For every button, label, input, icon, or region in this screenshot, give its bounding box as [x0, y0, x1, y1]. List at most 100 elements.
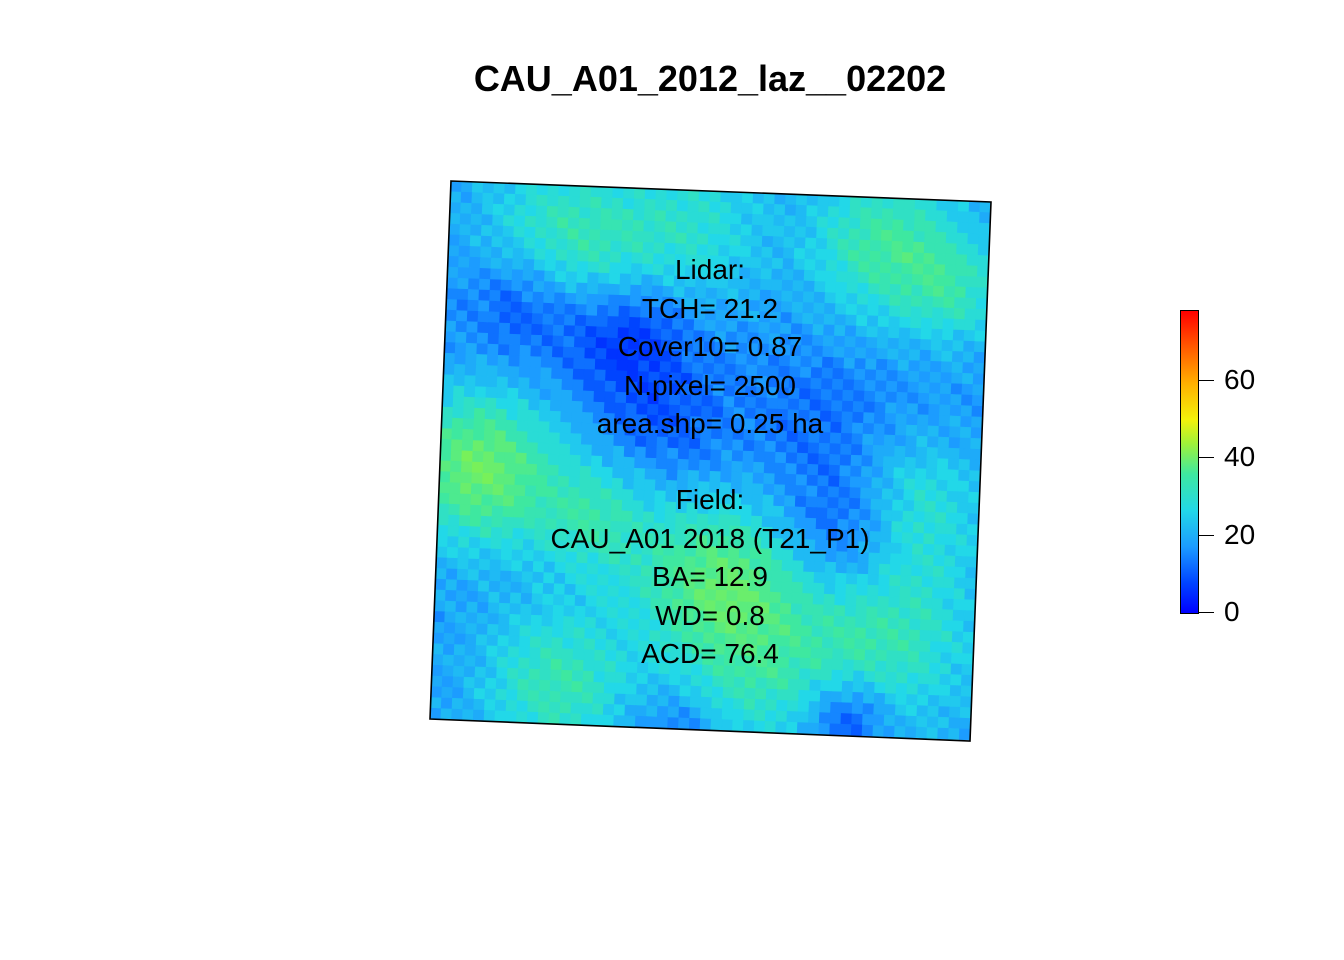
raster-cell	[493, 451, 506, 464]
raster-cell	[751, 213, 764, 226]
raster-cell	[686, 232, 699, 245]
raster-cell	[439, 449, 452, 462]
raster-cell	[743, 709, 756, 722]
raster-cell	[444, 320, 457, 333]
raster-cell	[547, 453, 560, 466]
raster-cell	[480, 235, 493, 248]
raster-cell	[936, 199, 949, 212]
raster-cell	[933, 544, 946, 557]
raster-cell	[679, 685, 692, 698]
raster-cell	[493, 182, 506, 195]
raster-cell	[526, 711, 539, 724]
raster-cell	[547, 464, 560, 477]
raster-cell	[881, 208, 894, 221]
raster-cell	[460, 472, 473, 484]
raster-cell	[438, 481, 451, 494]
raster-cell	[493, 193, 505, 205]
raster-cell	[892, 208, 905, 221]
raster-cell	[794, 237, 807, 250]
raster-cell	[451, 697, 464, 710]
raster-cell	[460, 461, 473, 474]
raster-cell	[939, 663, 952, 675]
raster-cell	[937, 447, 950, 460]
raster-cell	[538, 679, 551, 692]
raster-cell	[742, 720, 755, 732]
raster-cell	[547, 184, 560, 197]
raster-cell	[913, 230, 926, 243]
raster-cell	[826, 238, 839, 251]
raster-cell	[787, 678, 800, 691]
raster-cell	[913, 220, 926, 233]
raster-cell	[677, 448, 690, 461]
raster-cell	[513, 226, 526, 239]
raster-cell	[447, 255, 460, 268]
raster-cell	[435, 568, 448, 580]
raster-cell	[516, 689, 529, 702]
raster-cell	[433, 621, 445, 634]
raster-cell	[708, 212, 721, 225]
raster-cell	[435, 557, 448, 570]
raster-cell	[966, 534, 979, 547]
raster-cell	[474, 677, 487, 690]
raster-cell	[775, 710, 788, 723]
raster-cell	[963, 599, 976, 612]
raster-cell	[431, 664, 444, 677]
raster-cell	[917, 683, 930, 696]
raster-cell	[974, 319, 987, 332]
raster-cell	[524, 215, 537, 228]
raster-cell	[852, 681, 865, 694]
raster-cell	[466, 321, 479, 334]
raster-cell	[445, 589, 457, 602]
raster-cell	[447, 245, 460, 258]
raster-cell	[558, 465, 571, 477]
raster-cell	[754, 698, 767, 711]
raster-cell	[720, 191, 733, 204]
raster-cell	[765, 688, 778, 701]
raster-cell	[904, 456, 917, 469]
raster-cell	[914, 198, 927, 211]
raster-cell	[439, 460, 452, 473]
raster-cell	[456, 288, 469, 301]
raster-cell	[450, 450, 463, 462]
raster-cell	[656, 447, 669, 460]
raster-cell	[933, 555, 946, 567]
raster-cell	[753, 720, 766, 733]
raster-cell	[712, 675, 725, 688]
raster-cell	[443, 363, 456, 376]
raster-cell	[467, 289, 480, 301]
raster-cell	[956, 243, 969, 256]
raster-cell	[942, 318, 955, 331]
raster-cell	[467, 580, 480, 592]
raster-cell	[448, 223, 461, 236]
raster-cell	[517, 678, 530, 691]
raster-cell	[590, 196, 603, 209]
raster-cell	[959, 426, 972, 439]
raster-cell	[905, 704, 918, 717]
raster-cell	[478, 278, 491, 291]
raster-cell	[765, 699, 778, 712]
raster-cell	[472, 450, 485, 463]
raster-cell	[906, 683, 919, 696]
raster-cell	[740, 213, 753, 226]
raster-cell	[935, 221, 948, 233]
raster-cell	[954, 286, 967, 299]
raster-cell	[951, 361, 964, 374]
raster-cell	[928, 684, 941, 697]
raster-cell	[944, 264, 957, 277]
raster-cell	[794, 226, 807, 239]
raster-cell	[755, 677, 768, 690]
raster-cell	[819, 701, 832, 714]
raster-cell	[700, 696, 713, 709]
legend-tick-40	[1198, 457, 1214, 458]
raster-cell	[642, 231, 655, 244]
raster-cell	[938, 684, 951, 697]
raster-cell	[929, 651, 942, 664]
raster-cell	[461, 439, 474, 452]
raster-cell	[740, 235, 753, 247]
raster-cell	[883, 445, 896, 458]
raster-cell	[741, 191, 754, 204]
raster-cell	[464, 375, 477, 388]
raster-cell	[819, 690, 832, 703]
raster-cell	[621, 219, 634, 232]
raster-cell	[536, 464, 549, 477]
